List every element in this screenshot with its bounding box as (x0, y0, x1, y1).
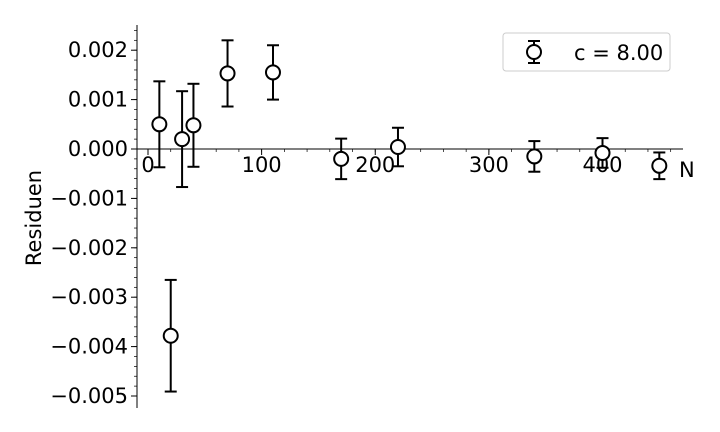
data-point (526, 140, 543, 173)
x-tick-label: 200 (355, 153, 395, 177)
x-axis-label: N (679, 158, 695, 182)
point-marker (526, 148, 543, 165)
data-point (651, 151, 668, 181)
data-point (162, 278, 179, 393)
point-marker (219, 65, 236, 82)
y-axis-label: Residuen (22, 170, 46, 266)
point-marker (389, 139, 406, 156)
data-point (151, 80, 168, 169)
data-point (219, 39, 236, 108)
point-marker (162, 327, 179, 344)
y-tick-label: −0.005 (50, 384, 128, 408)
point-marker (264, 64, 281, 81)
y-tick-label: 0.000 (68, 137, 128, 161)
y-tick-label: 0.002 (68, 38, 128, 62)
data-point (594, 137, 611, 169)
y-tick-label: −0.002 (50, 236, 128, 260)
point-marker (651, 157, 668, 174)
legend-marker (526, 40, 542, 64)
data-point (389, 126, 406, 168)
legend: c = 8.00 (502, 32, 671, 72)
ticks: 0.002 0.001 0.000 −0.001 −0.002 −0.003 −0.004 −… (50, 30, 672, 408)
legend-frame (502, 32, 671, 72)
data-point (333, 137, 350, 181)
legend-point-marker (526, 44, 542, 60)
x-tick-label: 0 (141, 153, 154, 177)
y-tick-label: −0.001 (50, 186, 128, 210)
data-point (264, 44, 281, 101)
y-tick-label: −0.004 (50, 335, 128, 359)
x-tick-label: 100 (242, 153, 282, 177)
point-marker (594, 144, 611, 161)
data-point (185, 82, 202, 168)
y-tick-label: −0.003 (50, 285, 128, 309)
axes (136, 25, 683, 408)
point-marker (174, 131, 191, 148)
point-marker (151, 116, 168, 133)
point-marker (185, 117, 202, 134)
legend-label: c = 8.00 (574, 41, 663, 65)
point-marker (333, 150, 350, 167)
y-tick-label: 0.001 (68, 88, 128, 112)
x-tick-label: 300 (469, 153, 509, 177)
data-marks (151, 39, 668, 393)
data-point (174, 90, 191, 189)
